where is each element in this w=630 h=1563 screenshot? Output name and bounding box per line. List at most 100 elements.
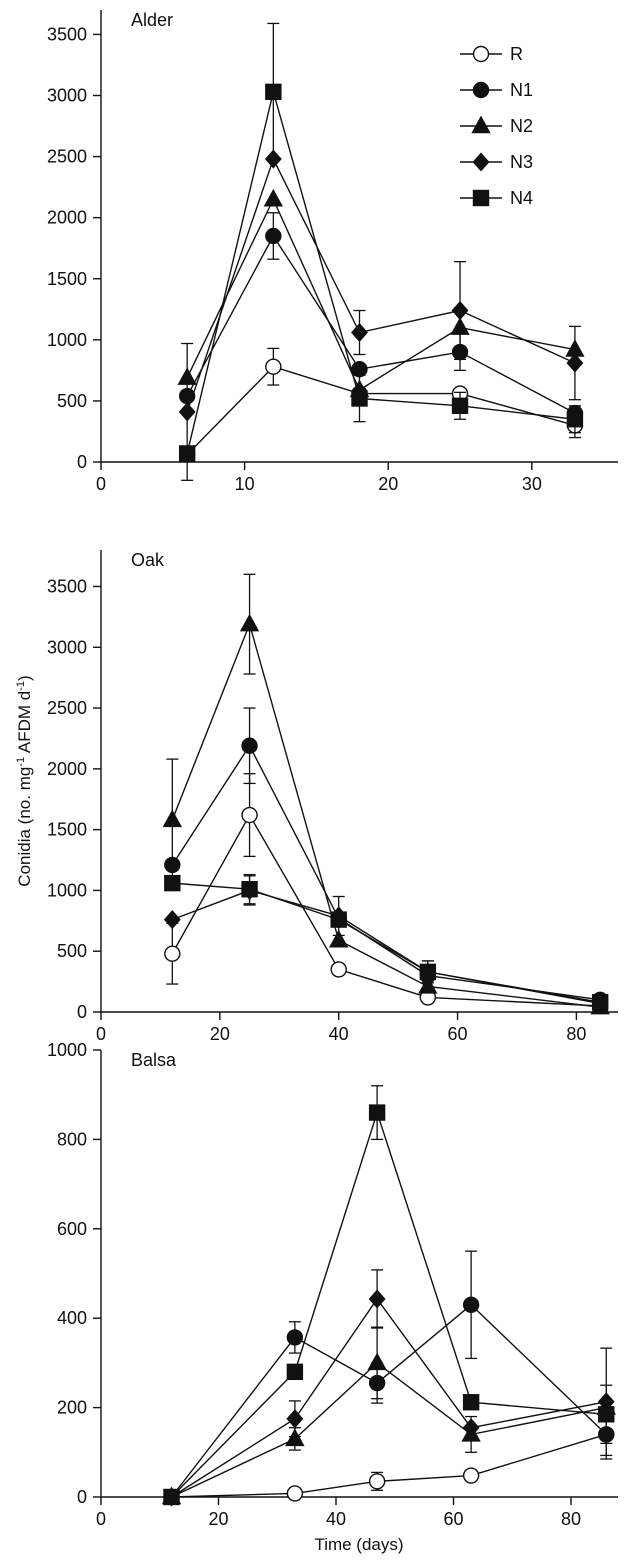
series-n1	[164, 707, 609, 1009]
data-point	[451, 397, 469, 415]
data-point	[265, 358, 282, 375]
data-point	[351, 360, 368, 378]
y-tick-label: 0	[77, 1487, 87, 1507]
data-point	[162, 809, 182, 828]
series-line	[170, 1303, 607, 1498]
x-tick-label: 30	[522, 474, 542, 494]
y-axis-title: Conidia (no. mg-1 AFDM d-1)	[15, 675, 34, 886]
legend-marker	[472, 81, 490, 99]
legend-label: R	[510, 44, 523, 64]
data-point	[367, 1352, 387, 1371]
legend: R N1 N2 N3 N4	[460, 44, 533, 208]
data-point	[163, 910, 181, 930]
y-tick-label: 1000	[47, 330, 87, 350]
x-tick-label: 40	[326, 1509, 346, 1529]
data-point	[351, 390, 368, 407]
data-point	[265, 83, 282, 101]
y-tick-label: 2000	[47, 759, 87, 779]
y-tick-label: 1000	[47, 880, 87, 900]
data-point	[566, 353, 584, 373]
panel-title: Alder	[131, 10, 173, 30]
series-line	[186, 89, 575, 454]
y-tick-label: 1500	[47, 820, 87, 840]
legend-marker	[471, 115, 491, 134]
series-line	[186, 197, 576, 391]
series-n4	[178, 22, 584, 462]
data-point	[368, 1473, 386, 1490]
data-point	[241, 881, 258, 898]
series-line	[171, 1110, 607, 1498]
chart-panel-oak: 0 500 1000 1500 2000 2500 3000 3500 0 20 40 60 80 Oak	[47, 550, 618, 1044]
series-n3	[178, 149, 584, 481]
y-tick-label: 2000	[47, 208, 87, 228]
data-point	[566, 411, 584, 428]
data-point	[241, 806, 258, 824]
y-tick-label: 3500	[47, 24, 87, 44]
data-point	[163, 1488, 180, 1506]
legend-marker	[472, 189, 490, 207]
data-point	[164, 945, 181, 962]
data-point	[462, 1394, 480, 1411]
data-point	[265, 227, 282, 245]
data-point	[418, 976, 438, 994]
x-tick-label: 60	[448, 1024, 468, 1044]
series-n4	[164, 873, 609, 1011]
data-point	[591, 994, 609, 1011]
data-point	[598, 1406, 615, 1423]
x-tick-label: 20	[378, 474, 398, 494]
x-tick-label: 0	[96, 474, 106, 494]
series-line	[186, 365, 576, 456]
legend-label: N4	[510, 188, 533, 208]
series-n1	[178, 212, 584, 422]
series-line	[171, 1297, 607, 1498]
data-point	[330, 961, 347, 978]
data-point	[164, 874, 181, 892]
x-tick-label: 0	[96, 1509, 106, 1529]
chart-panel-balsa: 0 200 400 600 800 1000 0 20 40 60 80 Balsa	[47, 1040, 618, 1529]
series-r	[163, 1426, 615, 1506]
data-point	[330, 911, 347, 928]
y-tick-label: 1000	[47, 1040, 87, 1060]
data-point	[241, 737, 258, 754]
data-point	[285, 1428, 305, 1447]
data-point	[462, 1296, 480, 1313]
data-point	[368, 1289, 386, 1309]
x-tick-label: 20	[208, 1509, 228, 1529]
y-tick-label: 400	[57, 1308, 87, 1328]
y-tick-label: 0	[77, 1002, 87, 1022]
x-tick-label: 0	[96, 1024, 106, 1044]
panel-title: Oak	[131, 550, 165, 570]
data-point	[239, 613, 260, 632]
data-point	[286, 1329, 304, 1346]
y-tick-label: 600	[57, 1219, 87, 1239]
chart-panel-alder: 0 500 1000 1500 2000 2500 3000 3500 0 10 20 30 Alder…	[47, 10, 618, 494]
series-line	[171, 744, 601, 1001]
series-n4	[163, 1085, 615, 1506]
data-point	[178, 445, 196, 462]
data-point	[286, 1363, 304, 1381]
series-n2	[162, 573, 610, 1015]
legend-label: N3	[510, 152, 533, 172]
data-point	[462, 1467, 480, 1484]
data-point	[286, 1409, 304, 1429]
x-axis-title: Time (days)	[314, 1535, 403, 1554]
x-tick-label: 80	[561, 1509, 581, 1529]
y-tick-label: 3500	[47, 576, 87, 596]
x-tick-label: 60	[443, 1509, 463, 1529]
data-point	[462, 1418, 480, 1438]
series-line	[171, 813, 601, 1007]
y-tick-label: 500	[57, 391, 87, 411]
series-n1	[163, 1250, 615, 1506]
y-tick-label: 3000	[47, 86, 87, 106]
data-point	[286, 1485, 304, 1502]
data-point	[178, 402, 196, 422]
legend-label: N1	[510, 80, 533, 100]
y-tick-label: 800	[57, 1129, 87, 1149]
x-tick-label: 10	[235, 474, 255, 494]
y-tick-label: 200	[57, 1398, 87, 1418]
y-tick-label: 3000	[47, 637, 87, 657]
data-point	[263, 188, 284, 207]
series-r	[164, 773, 609, 1015]
x-tick-label: 80	[566, 1024, 586, 1044]
